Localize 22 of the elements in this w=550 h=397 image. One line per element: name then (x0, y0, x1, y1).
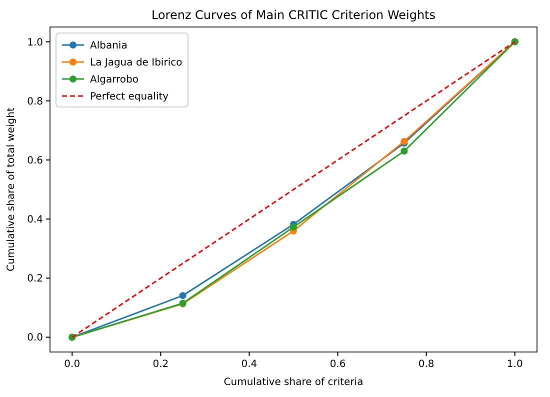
point (400, 148, 408, 155)
x-tick-label: 1.0 (506, 359, 523, 370)
y-tick-label: 0.2 (27, 274, 43, 285)
legend-label: Albania (90, 40, 128, 52)
legend-label: Perfect equality (90, 92, 169, 102)
legend-label: La Jagua de Ibirico (90, 58, 182, 68)
chart-title: Lorenz Curves of Main CRITIC Criterion Weights (151, 8, 436, 22)
point (179, 292, 186, 300)
x-tick-label: 0.8 (418, 359, 434, 370)
y-tick-label: 0.8 (27, 96, 43, 108)
legend-label: Algarrobo (90, 74, 139, 86)
y-tick-label: 0.6 (27, 155, 43, 166)
x-tick-label: 0.4 (241, 359, 258, 370)
y-axis-title: Cumulative share of total weight (6, 108, 17, 272)
x-tick-label: 0.2 (152, 359, 169, 370)
x-axis-title: Cumulative share of criteria (224, 377, 364, 388)
x-tick-label: 0.0 (64, 359, 80, 370)
y-tick-label: 1.0 (27, 37, 43, 48)
y-tick-label: 0.4 (27, 214, 43, 226)
point (290, 224, 297, 231)
y-tick-label: 0.0 (27, 332, 43, 344)
x-tick-label: 0.6 (330, 359, 346, 370)
